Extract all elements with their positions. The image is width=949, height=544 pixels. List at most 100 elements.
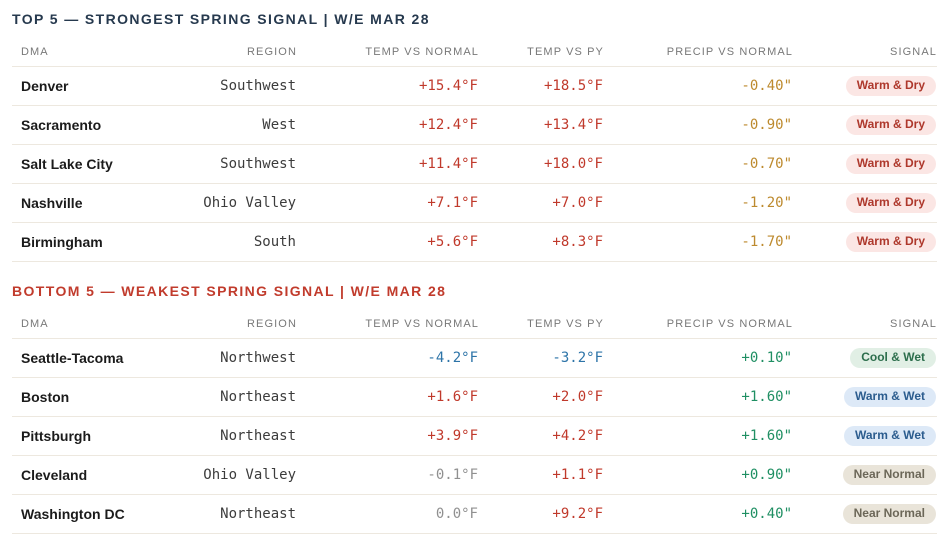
precip-vs-normal-cell: +0.90" xyxy=(741,467,792,483)
table-header-row: DMA REGION TEMP VS NORMAL TEMP VS PY PRE… xyxy=(12,312,937,339)
temp-vs-py-cell: +8.3°F xyxy=(552,234,603,250)
column-header-precip-vs-normal: PRECIP VS NORMAL xyxy=(666,318,793,330)
column-header-temp-vs-py: TEMP VS PY xyxy=(527,318,604,330)
temp-vs-py-cell: +18.0°F xyxy=(543,156,603,172)
signal-cell: Warm & Dry xyxy=(793,106,937,145)
signal-badge: Warm & Dry xyxy=(845,154,936,174)
temp-vs-py-cell: +4.2°F xyxy=(552,428,603,444)
top5-table: DMA REGION TEMP VS NORMAL TEMP VS PY PRE… xyxy=(12,40,937,262)
region-cell: Southwest xyxy=(220,78,296,94)
dma-cell: Salt Lake City xyxy=(21,156,113,172)
column-header-temp-vs-py: TEMP VS PY xyxy=(527,46,604,58)
table-row: Pittsburgh Northeast +3.9°F +4.2°F +1.60" War… xyxy=(12,416,937,456)
column-header-signal: SIGNAL xyxy=(890,46,937,58)
signal-cell: Warm & Wet xyxy=(793,378,937,417)
spring-signal-report: TOP 5 — STRONGEST SPRING SIGNAL | W/E MA… xyxy=(12,11,937,534)
precip-vs-normal-cell: +0.10" xyxy=(741,350,792,366)
temp-vs-normal-cell: +1.6°F xyxy=(427,389,478,405)
precip-vs-normal-cell: +1.60" xyxy=(741,428,792,444)
table-row: Denver Southwest +15.4°F +18.5°F -0.40" Warm … xyxy=(12,66,937,106)
temp-vs-normal-cell: -0.1°F xyxy=(427,467,478,483)
precip-vs-normal-cell: -0.70" xyxy=(741,156,792,172)
column-header-signal: SIGNAL xyxy=(890,318,937,330)
signal-cell: Warm & Dry xyxy=(793,67,937,106)
dma-cell: Nashville xyxy=(21,195,83,211)
precip-vs-normal-cell: -1.20" xyxy=(741,195,792,211)
signal-cell: Near Normal xyxy=(793,456,937,495)
table-row: Boston Northeast +1.6°F +2.0°F +1.60" Warm & … xyxy=(12,377,937,417)
region-cell: Ohio Valley xyxy=(203,467,296,483)
signal-badge: Near Normal xyxy=(842,465,936,485)
temp-vs-py-cell: +7.0°F xyxy=(552,195,603,211)
bottom5-table-body: Seattle-Tacoma Northwest -4.2°F -3.2°F +0.10… xyxy=(12,338,937,534)
temp-vs-py-cell: +13.4°F xyxy=(543,117,603,133)
dma-cell: Cleveland xyxy=(21,467,88,483)
signal-cell: Warm & Dry xyxy=(793,145,937,184)
temp-vs-py-cell: +18.5°F xyxy=(543,78,603,94)
temp-vs-normal-cell: +11.4°F xyxy=(418,156,478,172)
column-header-dma: DMA xyxy=(21,318,49,330)
dma-cell: Denver xyxy=(21,78,69,94)
signal-badge: Warm & Wet xyxy=(843,426,936,446)
region-cell: Northwest xyxy=(220,350,296,366)
table-row: Salt Lake City Southwest +11.4°F +18.0°F -0.… xyxy=(12,144,937,184)
signal-badge: Near Normal xyxy=(842,504,936,524)
precip-vs-normal-cell: -0.90" xyxy=(741,117,792,133)
signal-badge: Warm & Wet xyxy=(843,387,936,407)
region-cell: Southwest xyxy=(220,156,296,172)
signal-badge: Warm & Dry xyxy=(845,115,936,135)
temp-vs-py-cell: +1.1°F xyxy=(552,467,603,483)
column-header-precip-vs-normal: PRECIP VS NORMAL xyxy=(666,46,793,58)
top5-section: TOP 5 — STRONGEST SPRING SIGNAL | W/E MA… xyxy=(12,11,937,262)
region-cell: Northeast xyxy=(220,428,296,444)
column-header-region: REGION xyxy=(247,318,297,330)
table-row: Birmingham South +5.6°F +8.3°F -1.70" Warm & … xyxy=(12,222,937,262)
precip-vs-normal-cell: -1.70" xyxy=(741,234,792,250)
region-cell: Northeast xyxy=(220,506,296,522)
bottom5-section: BOTTOM 5 — WEAKEST SPRING SIGNAL | W/E M… xyxy=(12,283,937,534)
temp-vs-normal-cell: +15.4°F xyxy=(418,78,478,94)
signal-badge: Warm & Dry xyxy=(845,193,936,213)
column-header-dma: DMA xyxy=(21,46,49,58)
section-title-bottom5: BOTTOM 5 — WEAKEST SPRING SIGNAL | W/E M… xyxy=(12,283,447,299)
dma-cell: Sacramento xyxy=(21,117,102,133)
dma-cell: Pittsburgh xyxy=(21,428,91,444)
dma-cell: Seattle-Tacoma xyxy=(21,350,124,366)
temp-vs-normal-cell: +7.1°F xyxy=(427,195,478,211)
table-header-row: DMA REGION TEMP VS NORMAL TEMP VS PY PRE… xyxy=(12,40,937,67)
table-row: Cleveland Ohio Valley -0.1°F +1.1°F +0.90" Ne… xyxy=(12,455,937,495)
region-cell: Ohio Valley xyxy=(203,195,296,211)
table-row: Nashville Ohio Valley +7.1°F +7.0°F -1.20" Wa… xyxy=(12,183,937,223)
signal-badge: Warm & Dry xyxy=(845,76,936,96)
signal-badge: Warm & Dry xyxy=(845,232,936,252)
column-header-temp-vs-normal: TEMP VS NORMAL xyxy=(365,46,479,58)
signal-cell: Warm & Wet xyxy=(793,417,937,456)
temp-vs-py-cell: +2.0°F xyxy=(552,389,603,405)
column-header-region: REGION xyxy=(247,46,297,58)
temp-vs-py-cell: -3.2°F xyxy=(552,350,603,366)
temp-vs-normal-cell: +5.6°F xyxy=(427,234,478,250)
signal-cell: Cool & Wet xyxy=(793,339,937,378)
column-header-temp-vs-normal: TEMP VS NORMAL xyxy=(365,318,479,330)
table-row: Washington DC Northeast 0.0°F +9.2°F +0.40" N… xyxy=(12,494,937,534)
dma-cell: Birmingham xyxy=(21,234,103,250)
region-cell: South xyxy=(253,234,296,250)
precip-vs-normal-cell: +1.60" xyxy=(741,389,792,405)
table-row: Seattle-Tacoma Northwest -4.2°F -3.2°F +0.10… xyxy=(12,338,937,378)
signal-cell: Warm & Dry xyxy=(793,184,937,223)
region-cell: Northeast xyxy=(220,389,296,405)
precip-vs-normal-cell: -0.40" xyxy=(741,78,792,94)
dma-cell: Washington DC xyxy=(21,506,125,522)
temp-vs-normal-cell: -4.2°F xyxy=(427,350,478,366)
dma-cell: Boston xyxy=(21,389,70,405)
table-row: Sacramento West +12.4°F +13.4°F -0.90" Warm &… xyxy=(12,105,937,145)
top5-table-body: Denver Southwest +15.4°F +18.5°F -0.40" Warm … xyxy=(12,66,937,262)
precip-vs-normal-cell: +0.40" xyxy=(741,506,792,522)
temp-vs-normal-cell: 0.0°F xyxy=(435,506,478,522)
signal-cell: Near Normal xyxy=(793,495,937,534)
region-cell: West xyxy=(262,117,296,133)
signal-cell: Warm & Dry xyxy=(793,223,937,262)
temp-vs-normal-cell: +12.4°F xyxy=(418,117,478,133)
temp-vs-py-cell: +9.2°F xyxy=(552,506,603,522)
section-title-top5: TOP 5 — STRONGEST SPRING SIGNAL | W/E MA… xyxy=(12,11,430,27)
